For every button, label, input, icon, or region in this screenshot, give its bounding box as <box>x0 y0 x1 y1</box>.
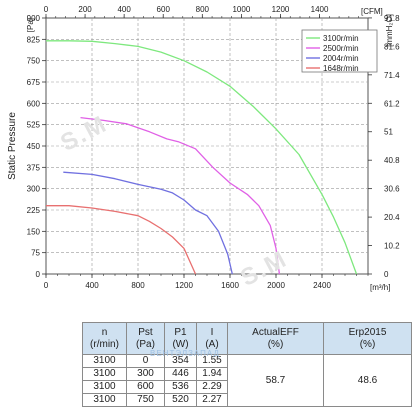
top-tick-label: 600 <box>157 5 171 14</box>
y-tick-label: 300 <box>27 185 41 194</box>
table-cell: 446 <box>164 367 197 381</box>
series-line-1648 <box>46 205 197 275</box>
right-tick-label: 71.4 <box>384 71 400 80</box>
top-tick-label: 0 <box>44 5 49 14</box>
top-axis-ticks: 0 200 400 600 800 1000 1200 1400 <box>44 5 359 18</box>
header-static-pressure: Pst (Pa) <box>126 322 165 355</box>
series-line-2500 <box>80 116 281 275</box>
x-axis-unit: [m³/h] <box>370 283 390 292</box>
right-tick-label: 91.8 <box>384 14 400 23</box>
y-tick-label: 150 <box>27 227 41 236</box>
top-tick-label: 1200 <box>272 5 290 14</box>
top-tick-label: 1000 <box>232 5 250 14</box>
x-tick-label: 2000 <box>267 281 285 290</box>
right-tick-label: 61.2 <box>384 99 400 108</box>
table-cell: 520 <box>164 393 197 407</box>
y-tick-label: 750 <box>27 57 41 66</box>
legend-label-2500: 2500r/min <box>323 44 359 53</box>
legend-label-3100: 3100r/min <box>323 34 359 43</box>
table-cell: 3100 <box>82 393 127 407</box>
table-cell: 0 <box>126 354 165 368</box>
y-right-axis-unit: [mmH₂O] <box>385 14 394 47</box>
table-cell: 1.94 <box>196 367 228 381</box>
y-axis-ticks: 0 75 150 225 300 375 450 525 600 675 750 825 900 <box>27 14 46 279</box>
table-cell: 300 <box>126 367 165 381</box>
table-cell: 354 <box>164 354 197 368</box>
x-axis-ticks: 0 400 800 1200 1600 2000 2400 <box>44 274 369 290</box>
legend-label-2004: 2004r/min <box>323 54 359 63</box>
header-speed: n (r/min) <box>82 322 127 355</box>
top-tick-label: 1400 <box>311 5 329 14</box>
right-tick-label: 81.6 <box>384 42 400 51</box>
legend-label-1648: 1648r/min <box>323 64 359 73</box>
right-axis-ticks: 0 10.2 20.4 30.6 40.8 51 61.2 71.4 81.6 91.8 <box>368 14 400 279</box>
x-tick-label: 800 <box>131 281 145 290</box>
table-cell: 750 <box>126 393 165 407</box>
table-row: 3100 0 354 1.55 58.7 48.6 <box>82 354 412 407</box>
header-actual-eff: ActualEFF (%) <box>227 322 324 355</box>
table-row: 3100 750 520 2.27 <box>82 393 412 407</box>
x-tick-label: 1600 <box>221 281 239 290</box>
series-line-2004 <box>63 171 233 275</box>
x-tick-label: 2400 <box>313 281 331 290</box>
grid-lines <box>46 18 368 274</box>
performance-table: n (r/min) Pst (Pa) P1 (W) I (A) ActualEFF (%)… <box>82 322 412 407</box>
table-cell: 2.29 <box>196 380 228 394</box>
right-tick-label: 20.4 <box>384 213 400 222</box>
right-tick-label: 51 <box>384 128 393 137</box>
table-cell: 600 <box>126 380 165 394</box>
right-tick-label: 40.8 <box>384 156 400 165</box>
y-axis-unit: [Pa] <box>26 18 35 32</box>
y-tick-label: 525 <box>27 121 41 130</box>
y-axis-title: Static Pressure <box>7 112 18 180</box>
top-tick-label: 400 <box>117 5 131 14</box>
x-tick-label: 400 <box>85 281 99 290</box>
table-cell: 536 <box>164 380 197 394</box>
y-tick-label: 900 <box>27 14 41 23</box>
x-tick-label: 0 <box>44 281 49 290</box>
y-tick-label: 375 <box>27 163 41 172</box>
x-tick-label: 1200 <box>175 281 193 290</box>
top-tick-label: 800 <box>196 5 210 14</box>
table-header-row: n (r/min) Pst (Pa) P1 (W) I (A) ActualEFF (%)… <box>82 322 412 355</box>
actual-eff-cell: 58.7 <box>227 354 324 407</box>
header-erp2015: Erp2015 (%) <box>323 322 412 355</box>
header-current: I (A) <box>196 322 228 355</box>
y-tick-label: 225 <box>27 206 41 215</box>
header-power: P1 (W) <box>164 322 197 355</box>
y-tick-label: 75 <box>31 249 40 258</box>
table-cell: 3100 <box>82 367 127 381</box>
table-cell: 2.27 <box>196 393 228 407</box>
legend: 3100r/min 2500r/min 2004r/min 1648r/min <box>301 29 378 73</box>
y-tick-label: 450 <box>27 142 41 151</box>
y-tick-label: 825 <box>27 35 41 44</box>
fan-performance-chart: 0 400 800 1200 1600 2000 2400 0 200 400 600 800 100… <box>7 5 400 292</box>
erp2015-cell: 48.6 <box>323 354 412 407</box>
table-cell: 3100 <box>82 380 127 394</box>
right-tick-label: 30.6 <box>384 185 400 194</box>
x-top-axis-unit: [CFM] <box>361 7 383 16</box>
table-cell: 1.55 <box>196 354 228 368</box>
y-tick-label: 600 <box>27 99 41 108</box>
series-line-3100 <box>46 40 358 275</box>
right-tick-label: 10.2 <box>384 242 400 251</box>
y-tick-label: 675 <box>27 78 41 87</box>
right-tick-label: 0 <box>384 270 389 279</box>
table-cell: 3100 <box>82 354 127 368</box>
legend-box <box>301 29 378 73</box>
series-lines <box>46 40 358 275</box>
table-row: 3100 300 446 1.94 <box>82 367 412 381</box>
top-tick-label: 200 <box>78 5 92 14</box>
y-tick-label: 0 <box>36 270 41 279</box>
